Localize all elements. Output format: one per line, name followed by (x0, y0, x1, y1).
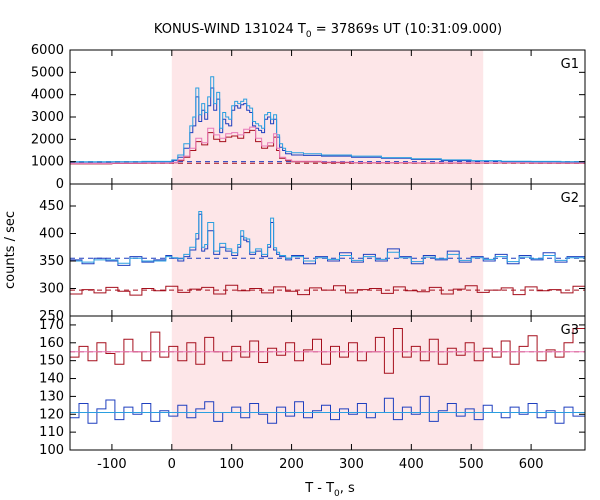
x-axis-label: T - T0, s (304, 481, 355, 499)
chart-title-main: KONUS-WIND 131024 T (154, 22, 306, 37)
g1-series-pink (70, 126, 585, 164)
g3-panel-label: G3 (561, 323, 579, 338)
g3-frame (69, 315, 586, 451)
x-tick-label: 0 (168, 457, 176, 472)
x-axis-label-rest: , s (340, 481, 355, 496)
g3-y-tick-label: 170 (39, 318, 64, 333)
g3-series-red (70, 328, 586, 374)
g3-y-tick-label: 110 (39, 425, 64, 440)
x-tick-label: 400 (399, 457, 424, 472)
g1-y-tick-label: 4000 (31, 88, 64, 103)
g1-panel-label: G1 (561, 57, 579, 72)
g3-y-tick-label: 130 (39, 389, 64, 404)
x-tick-label: 500 (459, 457, 484, 472)
g2-y-tick-label: 450 (39, 199, 64, 214)
g2-y-tick-label: 400 (39, 227, 64, 242)
x-tick-label: -100 (97, 457, 127, 472)
g3-y-tick-label: 100 (39, 443, 64, 458)
x-axis-label-subscript: 0 (334, 489, 340, 499)
chart-title: KONUS-WIND 131024 T0 = 37869s UT (10:31:… (154, 22, 502, 40)
g1-series-cyan (70, 76, 585, 163)
shaded-interval-layer (171, 50, 484, 450)
g3-y-tick-label: 140 (39, 372, 64, 387)
g1-y-tick-label: 2000 (31, 132, 64, 147)
series-layer (70, 76, 586, 424)
x-axis-label-main: T - T (304, 481, 334, 496)
x-tick-label: 600 (519, 457, 544, 472)
g1-y-tick-label: 6000 (31, 43, 64, 58)
tick-layer: 0100020003000400050006000G12503003504004… (31, 43, 585, 472)
y-axis-label: counts / sec (3, 211, 18, 289)
g2-y-tick-label: 250 (39, 309, 64, 324)
x-tick-label: 300 (339, 457, 364, 472)
g1-y-tick-label: 0 (56, 177, 64, 192)
g1-y-tick-label: 3000 (31, 110, 64, 125)
g3-y-tick-label: 150 (39, 354, 64, 369)
g1-y-tick-label: 5000 (31, 65, 64, 80)
g1-y-tick-label: 1000 (31, 155, 64, 170)
g2-series-cyan (70, 211, 586, 264)
g2-y-tick-label: 350 (39, 254, 64, 269)
g2-series-blue (70, 213, 586, 266)
x-tick-label: 200 (279, 457, 304, 472)
shaded-interval (171, 50, 484, 450)
g2-panel-label: G2 (561, 191, 579, 206)
g3-y-tick-label: 160 (39, 336, 64, 351)
g2-y-tick-label: 300 (39, 282, 64, 297)
g3-y-tick-label: 120 (39, 407, 64, 422)
chart-title-subscript: 0 (306, 30, 312, 40)
x-tick-label: 100 (219, 457, 244, 472)
g2-series-red (70, 284, 586, 296)
chart-title-rest: = 37869s UT (10:31:09.000) (312, 22, 502, 37)
